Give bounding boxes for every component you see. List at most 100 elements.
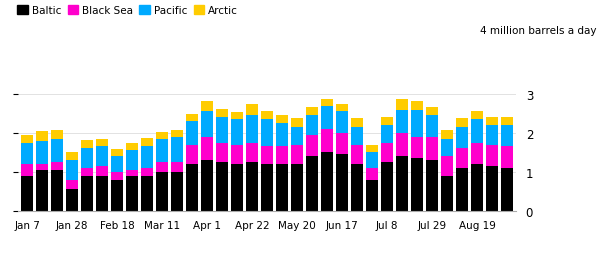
Bar	[366, 168, 378, 180]
Bar	[246, 116, 258, 143]
Bar	[21, 176, 33, 211]
Bar	[441, 176, 453, 211]
Bar	[456, 128, 468, 149]
Bar	[426, 116, 438, 137]
Bar	[336, 155, 348, 211]
Bar	[501, 125, 513, 147]
Bar	[111, 180, 123, 211]
Bar	[261, 164, 273, 211]
Bar	[381, 162, 393, 211]
Bar	[216, 118, 228, 143]
Bar	[381, 117, 393, 125]
Bar	[336, 105, 348, 112]
Bar	[36, 131, 48, 141]
Bar	[486, 166, 498, 211]
Bar	[351, 145, 363, 164]
Bar	[126, 176, 138, 211]
Bar	[426, 137, 438, 161]
Bar	[411, 102, 423, 110]
Bar	[246, 105, 258, 116]
Bar	[111, 150, 123, 156]
Bar	[276, 115, 288, 124]
Bar	[141, 168, 153, 176]
Bar	[276, 147, 288, 164]
Bar	[426, 107, 438, 116]
Bar	[426, 161, 438, 211]
Bar	[396, 133, 408, 156]
Bar	[291, 164, 303, 211]
Bar	[441, 156, 453, 176]
Bar	[81, 149, 93, 168]
Bar	[21, 143, 33, 164]
Bar	[96, 176, 108, 211]
Bar	[231, 164, 243, 211]
Bar	[96, 166, 108, 176]
Bar	[351, 128, 363, 145]
Bar	[486, 117, 498, 125]
Bar	[411, 110, 423, 137]
Bar	[66, 180, 78, 189]
Bar	[411, 158, 423, 211]
Bar	[201, 137, 213, 161]
Bar	[216, 143, 228, 162]
Bar	[66, 189, 78, 211]
Bar	[336, 133, 348, 155]
Bar	[141, 147, 153, 168]
Bar	[231, 145, 243, 164]
Bar	[501, 168, 513, 211]
Bar	[156, 132, 168, 139]
Bar	[321, 153, 333, 211]
Bar	[291, 128, 303, 145]
Bar	[201, 112, 213, 137]
Bar	[141, 176, 153, 211]
Bar	[381, 143, 393, 162]
Bar	[156, 139, 168, 162]
Bar	[186, 145, 198, 164]
Bar	[231, 120, 243, 145]
Bar	[261, 111, 273, 120]
Bar	[306, 156, 318, 211]
Bar	[171, 162, 183, 172]
Bar	[501, 117, 513, 125]
Bar	[306, 116, 318, 135]
Bar	[291, 145, 303, 164]
Bar	[216, 109, 228, 118]
Bar	[96, 147, 108, 166]
Bar	[171, 130, 183, 137]
Bar	[291, 119, 303, 128]
Text: 4 million barrels a day: 4 million barrels a day	[481, 25, 597, 35]
Bar	[411, 137, 423, 158]
Bar	[471, 143, 483, 164]
Bar	[66, 152, 78, 161]
Bar	[51, 131, 63, 139]
Bar	[201, 101, 213, 112]
Bar	[321, 130, 333, 153]
Bar	[156, 172, 168, 211]
Bar	[51, 170, 63, 211]
Bar	[66, 161, 78, 180]
Bar	[246, 162, 258, 211]
Bar	[456, 168, 468, 211]
Bar	[21, 164, 33, 176]
Bar	[126, 144, 138, 151]
Legend: Baltic, Black Sea, Pacific, Arctic: Baltic, Black Sea, Pacific, Arctic	[13, 2, 242, 21]
Bar	[51, 162, 63, 170]
Bar	[156, 162, 168, 172]
Bar	[366, 146, 378, 153]
Bar	[486, 125, 498, 145]
Bar	[396, 110, 408, 133]
Bar	[96, 140, 108, 147]
Bar	[246, 143, 258, 162]
Bar	[351, 164, 363, 211]
Bar	[321, 106, 333, 130]
Bar	[171, 137, 183, 162]
Bar	[186, 164, 198, 211]
Bar	[126, 151, 138, 170]
Bar	[36, 170, 48, 211]
Bar	[441, 131, 453, 139]
Bar	[126, 170, 138, 176]
Bar	[81, 168, 93, 176]
Bar	[216, 162, 228, 211]
Bar	[21, 135, 33, 143]
Bar	[261, 120, 273, 147]
